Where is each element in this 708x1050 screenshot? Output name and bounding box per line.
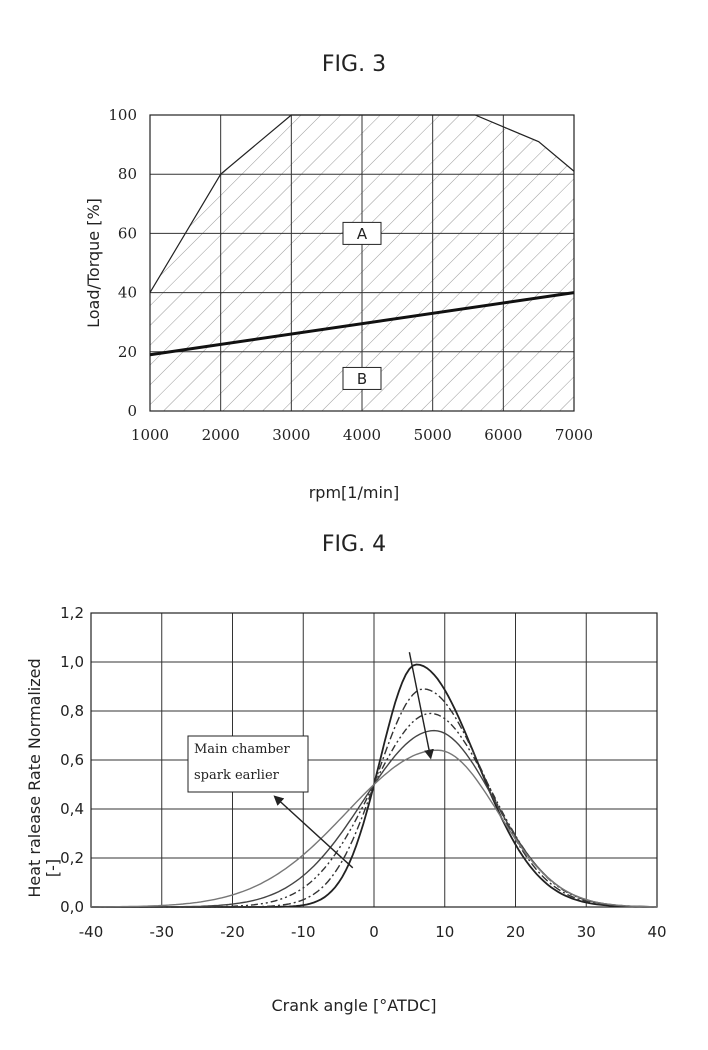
x-tick-label: 20 <box>506 923 525 941</box>
x-tick-label: 6000 <box>484 426 522 444</box>
x-tick-label: -10 <box>291 923 316 941</box>
fig3-title: FIG. 3 <box>321 52 387 77</box>
x-tick-label: 5000 <box>414 426 452 444</box>
x-tick-label: 1000 <box>131 426 169 444</box>
x-tick-label: 3000 <box>272 426 310 444</box>
annotation-box <box>187 735 309 793</box>
region-divider-line <box>149 291 575 357</box>
y-tick-label: 60 <box>118 224 137 242</box>
region-label-box <box>342 366 382 390</box>
fig4-x-axis-title: Crank angle [°ATDC] <box>271 996 437 1015</box>
y-tick-label: 100 <box>108 106 137 124</box>
trend-arrow <box>408 652 434 760</box>
fig4-title: FIG. 4 <box>321 532 387 557</box>
annotation-text: spark earlier <box>194 768 280 783</box>
x-tick-label: 10 <box>435 923 454 941</box>
trend-arrow <box>273 795 354 869</box>
x-tick-label: 2000 <box>202 426 240 444</box>
y-tick-label: 0,2 <box>60 849 84 867</box>
region-label-a: A <box>357 225 368 243</box>
y-tick-label: 20 <box>118 343 137 361</box>
region-label-b: B <box>357 370 367 388</box>
fig3-x-axis-title: rpm[1/min] <box>308 483 400 502</box>
y-axis-unit: [-] <box>43 859 62 877</box>
y-tick-label: 0,0 <box>60 898 84 916</box>
x-tick-label: 40 <box>647 923 666 941</box>
y-tick-label: 0,8 <box>60 702 84 720</box>
load-limit-line <box>149 114 575 293</box>
y-tick-label: 1,0 <box>60 653 84 671</box>
y-tick-label: 80 <box>118 165 137 183</box>
x-tick-label: 30 <box>577 923 596 941</box>
x-tick-label: 4000 <box>343 426 381 444</box>
y-axis-title: Load/Torque [%] <box>84 198 103 328</box>
y-axis-title: Heat ralease Rate Normalized <box>25 658 44 897</box>
fig4-chart: Main chamber spark earlier -40 -30 -20 -10 0 10… <box>25 604 667 941</box>
y-tick-label: 40 <box>118 284 137 302</box>
y-tick-label: 0 <box>127 402 137 420</box>
x-tick-label: -40 <box>79 923 104 941</box>
y-tick-label: 0,4 <box>60 800 84 818</box>
y-tick-label: 1,2 <box>60 604 84 622</box>
plot-frame <box>90 612 658 908</box>
x-tick-label: 0 <box>369 923 379 941</box>
fig3-chart: A B 1000 2000 3000 4000 5000 6000 7000 0 20 40 60 80 1… <box>84 106 593 444</box>
x-tick-label: -30 <box>150 923 175 941</box>
annotation-text: Main chamber <box>194 742 290 757</box>
y-tick-label: 0,6 <box>60 751 84 769</box>
x-tick-label: 7000 <box>555 426 593 444</box>
region-label-box <box>342 221 382 245</box>
x-tick-label: -20 <box>220 923 245 941</box>
heat-release-curve <box>91 749 658 908</box>
